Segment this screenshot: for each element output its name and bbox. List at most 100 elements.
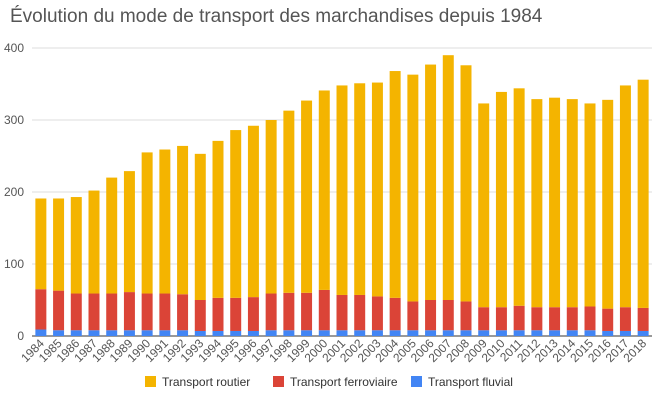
- bar-transport-fluvial-2003: [371, 330, 383, 336]
- bar-transport-routier-1992: [177, 145, 189, 295]
- bar-transport-fluvial-2004: [389, 330, 401, 336]
- bar-transport-routier-1994: [212, 140, 224, 298]
- bar-transport-ferroviaire-1985: [53, 290, 65, 331]
- bar-transport-fluvial-2002: [354, 330, 366, 336]
- bar-transport-fluvial-1991: [159, 330, 171, 336]
- bar-transport-fluvial-2010: [495, 330, 507, 336]
- bar-transport-routier-1990: [141, 152, 153, 294]
- bar-transport-fluvial-2018: [637, 330, 649, 336]
- bar-transport-routier-2001: [336, 85, 348, 295]
- bar-transport-routier-2018: [637, 79, 649, 308]
- bar-transport-routier-1988: [106, 177, 118, 294]
- bar-transport-ferroviaire-2006: [425, 300, 437, 331]
- bar-transport-routier-1985: [53, 198, 65, 291]
- bar-transport-fluvial-2001: [336, 330, 348, 336]
- bar-transport-routier-2013: [549, 97, 561, 308]
- bar-transport-fluvial-2014: [566, 330, 578, 336]
- bar-transport-routier-1998: [283, 110, 295, 293]
- bar-transport-fluvial-1999: [301, 330, 313, 336]
- bar-transport-routier-2014: [566, 99, 578, 308]
- bar-transport-ferroviaire-1989: [123, 292, 135, 331]
- bar-transport-ferroviaire-2016: [602, 308, 614, 331]
- bar-transport-fluvial-2005: [407, 330, 419, 336]
- bar-transport-fluvial-2007: [442, 330, 454, 336]
- bar-transport-routier-2006: [425, 64, 437, 300]
- bar-transport-ferroviaire-2009: [478, 307, 490, 331]
- bar-transport-routier-2017: [619, 85, 631, 308]
- legend: Transport routier Transport ferroviaire Tr…: [145, 375, 513, 389]
- bar-transport-fluvial-2016: [602, 330, 614, 336]
- bar-transport-ferroviaire-2018: [637, 307, 649, 331]
- y-tick-label: 0: [17, 329, 24, 343]
- bar-transport-fluvial-2009: [478, 330, 490, 336]
- bar-transport-ferroviaire-1987: [88, 293, 100, 331]
- bar-transport-fluvial-2015: [584, 330, 596, 336]
- bar-transport-routier-2002: [354, 83, 366, 295]
- bar-transport-ferroviaire-2017: [619, 307, 631, 331]
- bar-transport-ferroviaire-1995: [230, 297, 242, 331]
- legend-entry: Transport ferroviaire: [290, 375, 398, 389]
- bar-transport-ferroviaire-1990: [141, 293, 153, 331]
- bar-transport-fluvial-2000: [318, 330, 330, 336]
- bar-transport-routier-2005: [407, 74, 419, 302]
- bar-transport-routier-1997: [265, 120, 277, 294]
- bar-transport-fluvial-1996: [247, 330, 259, 336]
- bar-transport-routier-1989: [123, 171, 135, 293]
- bar-transport-routier-2004: [389, 71, 401, 298]
- legend-swatch: [145, 376, 156, 387]
- bar-transport-fluvial-2012: [531, 330, 543, 336]
- bar-transport-routier-2009: [478, 103, 490, 308]
- bar-transport-ferroviaire-1993: [194, 300, 206, 331]
- bar-transport-routier-1991: [159, 149, 171, 294]
- bar-transport-ferroviaire-2015: [584, 306, 596, 331]
- bar-transport-routier-2007: [442, 55, 454, 301]
- y-tick-label: 200: [4, 185, 24, 199]
- bar-transport-routier-1984: [35, 198, 47, 290]
- bar-transport-ferroviaire-1991: [159, 293, 171, 331]
- bar-transport-ferroviaire-1998: [283, 292, 295, 331]
- bar-transport-routier-1995: [230, 130, 242, 298]
- bar-transport-fluvial-2006: [425, 330, 437, 336]
- bar-transport-fluvial-1998: [283, 330, 295, 336]
- bar-transport-ferroviaire-2013: [549, 307, 561, 331]
- bar-transport-ferroviaire-1992: [177, 294, 189, 331]
- chart-title: Évolution du mode de transport des march…: [10, 6, 543, 27]
- bar-transport-routier-1987: [88, 190, 100, 294]
- bar-transport-fluvial-2017: [619, 330, 631, 336]
- y-tick-label: 400: [4, 41, 24, 55]
- y-tick-label: 300: [4, 113, 24, 127]
- bar-transport-routier-2010: [495, 91, 507, 308]
- bar-transport-ferroviaire-1999: [301, 292, 313, 331]
- legend-swatch: [273, 376, 284, 387]
- bar-transport-routier-2003: [371, 82, 383, 297]
- bar-transport-routier-2012: [531, 99, 543, 308]
- bar-transport-ferroviaire-2014: [566, 307, 578, 331]
- bar-transport-fluvial-2013: [549, 330, 561, 336]
- bar-transport-ferroviaire-2012: [531, 307, 543, 331]
- bar-transport-ferroviaire-1994: [212, 297, 224, 331]
- legend-swatch: [411, 376, 422, 387]
- bar-transport-ferroviaire-2008: [460, 301, 472, 331]
- bar-transport-fluvial-1993: [194, 330, 206, 336]
- bar-transport-routier-1999: [301, 100, 313, 293]
- bar-transport-routier-1996: [247, 125, 259, 298]
- bar-transport-fluvial-2011: [513, 330, 525, 336]
- bar-transport-ferroviaire-2005: [407, 301, 419, 331]
- bars: [35, 55, 649, 336]
- bar-transport-fluvial-1994: [212, 330, 224, 336]
- bar-transport-fluvial-1990: [141, 330, 153, 336]
- bar-transport-fluvial-1995: [230, 330, 242, 336]
- bar-transport-fluvial-1984: [35, 329, 47, 336]
- bar-transport-fluvial-1992: [177, 330, 189, 336]
- legend-entry: Transport fluvial: [428, 375, 513, 389]
- bar-transport-routier-2015: [584, 103, 596, 307]
- bar-transport-fluvial-1988: [106, 330, 118, 336]
- bar-transport-fluvial-1989: [123, 330, 135, 336]
- bar-transport-ferroviaire-2003: [371, 296, 383, 331]
- bar-transport-routier-2000: [318, 90, 330, 290]
- y-axis-ticks: 0 100 200 300 400: [4, 41, 24, 343]
- bar-transport-ferroviaire-1996: [247, 297, 259, 331]
- bar-transport-ferroviaire-2011: [513, 305, 525, 331]
